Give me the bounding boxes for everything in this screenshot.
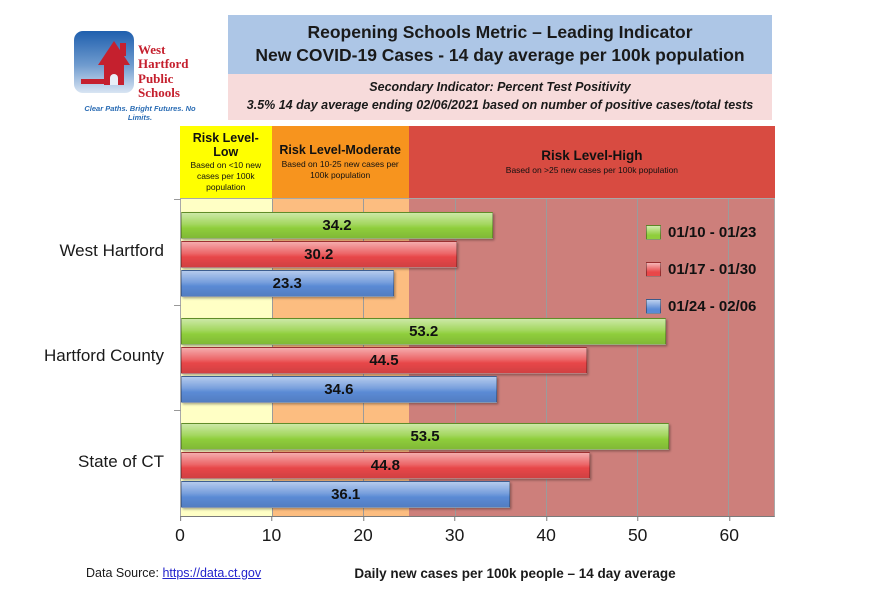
x-axis-title: Daily new cases per 100k people – 14 day…: [354, 566, 676, 581]
risk-band-title: Risk Level-Low: [192, 130, 259, 159]
bar-state-of-ct-0124-0206: 36.1: [181, 481, 511, 509]
axis-tick: [174, 304, 181, 306]
chart-title-block: Reopening Schools Metric – Leading Indic…: [228, 15, 772, 120]
bar-value-label: 36.1: [331, 486, 361, 504]
x-tick-label: 10: [261, 516, 282, 545]
bar-hartford-county-0117-0130: 44.5: [181, 346, 587, 374]
chart: Risk Level-Low Based on <10 new cases pe…: [174, 126, 775, 517]
category-label-west-hartford: West Hartford: [59, 240, 164, 260]
bar-west-hartford-0117-0130: 30.2: [181, 241, 457, 268]
data-source: Data Source: https://data.ct.gov: [86, 566, 261, 580]
logo-name-line: West: [138, 42, 166, 57]
risk-band-subtitle: Based on <10 new cases per 100k populati…: [190, 160, 262, 193]
data-source-label: Data Source:: [86, 566, 159, 580]
x-tick-label: 60: [719, 516, 739, 545]
bar-state-of-ct-0117-0130: 44.8: [181, 452, 590, 480]
secondary-line2: 3.5% 14 day average ending 02/06/2021 ba…: [246, 97, 754, 112]
y-axis-category-labels: West Hartford Hartford County State of C…: [0, 198, 172, 515]
bar-value-label: 44.5: [369, 351, 399, 369]
bar-state-of-ct-0110-0123: 53.5: [181, 423, 670, 451]
category-label-hartford-county: Hartford County: [44, 346, 164, 366]
schoolhouse-logo-icon: [74, 31, 134, 93]
gridline: [728, 199, 730, 516]
title-main: Reopening Schools Metric – Leading Indic…: [228, 15, 772, 74]
risk-band-header-moderate: Risk Level-Moderate Based on 10-25 new c…: [271, 126, 409, 198]
bar-west-hartford-0124-0206: 23.3: [181, 270, 394, 297]
bar-group-state-of-ct: 53.5 44.8 36.1: [181, 410, 774, 516]
risk-band-headers: Risk Level-Low Based on <10 new cases pe…: [180, 126, 775, 198]
logo-tagline: Clear Paths. Bright Futures. No Limits.: [84, 104, 196, 123]
legend-swatch-green-icon: [646, 225, 661, 240]
logo-name-line: Hartford: [138, 56, 189, 72]
bar-value-label: 34.2: [322, 217, 352, 234]
risk-band-subtitle: Based on >25 new cases per 100k populati…: [505, 164, 679, 175]
x-tick-label: 50: [627, 516, 648, 545]
x-tick-label: 0: [175, 516, 185, 545]
x-tick-label: 40: [536, 516, 556, 545]
x-tick-label: 30: [444, 516, 465, 545]
bar-group-hartford-county: 53.2 44.5 34.6: [181, 305, 774, 411]
bar-value-label: 30.2: [304, 246, 334, 263]
data-source-link[interactable]: https://data.ct.gov: [162, 566, 262, 580]
legend: 01/10 - 01/23 01/17 - 01/30 01/24 - 02/0…: [646, 214, 756, 325]
title-line2: New COVID-19 Cases - 14 day average per …: [255, 44, 745, 65]
category-label-state-of-ct: State of CT: [78, 452, 164, 472]
risk-band-header-low: Risk Level-Low Based on <10 new cases pe…: [180, 126, 272, 198]
bar-value-label: 44.8: [370, 457, 400, 475]
legend-label: 01/10 - 01/23: [668, 224, 757, 241]
bar-value-label: 53.2: [409, 322, 439, 340]
legend-item-0110-0123: 01/10 - 01/23: [646, 214, 756, 251]
logo-name: West Hartford Public Schools: [138, 31, 189, 100]
bar-value-label: 53.5: [410, 428, 440, 446]
legend-item-0117-0130: 01/17 - 01/30: [646, 251, 756, 288]
risk-band-header-high: Risk Level-High Based on >25 new cases p…: [408, 126, 775, 198]
risk-band-title: Risk Level-High: [541, 148, 643, 164]
legend-swatch-blue-icon: [646, 299, 661, 314]
district-logo: West Hartford Public Schools Clear Paths…: [74, 31, 224, 122]
title-line1: Reopening Schools Metric – Leading Indic…: [307, 22, 693, 42]
legend-item-0124-0206: 01/24 - 02/06: [646, 288, 756, 325]
bar-west-hartford-0110-0123: 34.2: [181, 212, 493, 239]
bar-hartford-county-0124-0206: 34.6: [181, 375, 497, 403]
logo-name-line: Schools: [138, 84, 180, 100]
axis-tick: [174, 199, 181, 200]
logo-name-line: Public: [138, 70, 174, 86]
plot-area: 34.2 30.2 23.3 53.2 44.5 34.6 53.5 44.8: [174, 198, 775, 517]
legend-label: 01/24 - 02/06: [668, 298, 757, 315]
x-axis: 0 10 20 30 40 50 60: [175, 516, 775, 550]
bar-group-west-hartford: 34.2 30.2 23.3: [181, 199, 774, 305]
x-tick-label: 20: [353, 516, 373, 545]
legend-label: 01/17 - 01/30: [668, 261, 757, 278]
title-secondary: Secondary Indicator: Percent Test Positi…: [228, 73, 772, 120]
secondary-line1: Secondary Indicator: Percent Test Positi…: [369, 79, 631, 94]
risk-band-subtitle: Based on 10-25 new cases per 100k popula…: [281, 158, 399, 180]
gridline: [637, 199, 639, 516]
bar-value-label: 34.6: [324, 380, 354, 398]
legend-swatch-red-icon: [646, 262, 661, 277]
risk-band-title: Risk Level-Moderate: [279, 143, 401, 158]
bar-hartford-county-0110-0123: 53.2: [181, 317, 667, 345]
axis-tick: [174, 410, 181, 412]
bar-value-label: 23.3: [272, 275, 302, 292]
